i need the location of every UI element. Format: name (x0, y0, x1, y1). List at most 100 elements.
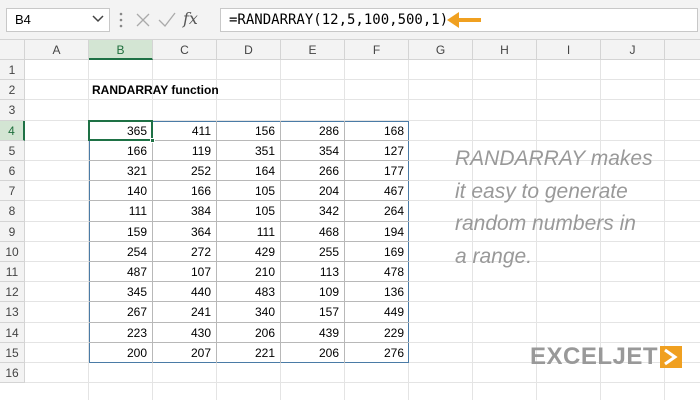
table-background (89, 120, 409, 363)
table-cell: 136 (345, 282, 409, 303)
dropdown-icon[interactable] (92, 14, 104, 24)
table-cell: 483 (217, 282, 281, 303)
table-cell: 207 (153, 342, 217, 363)
column-header: I (537, 40, 601, 60)
table-cell: 342 (281, 201, 345, 222)
fx-button[interactable]: fx (183, 9, 198, 28)
table-cell: 478 (345, 262, 409, 283)
table-cell: 429 (217, 241, 281, 262)
col-line (536, 60, 537, 400)
column-header: A (25, 40, 89, 60)
column-header: E (281, 40, 345, 60)
table-cell: 206 (281, 342, 345, 363)
row-header: 9 (0, 221, 25, 242)
table-cell: 487 (89, 262, 153, 283)
table-cell: 467 (345, 181, 409, 202)
table-cell: 194 (345, 222, 409, 242)
note-line: RANDARRAY makes (455, 147, 653, 170)
table-cell: 384 (153, 201, 217, 222)
table-cell: 439 (281, 322, 345, 343)
selected-cell (88, 119, 153, 141)
row-header: 1 (0, 60, 25, 81)
row-header: 15 (0, 342, 25, 363)
row-header: 4 (0, 120, 25, 141)
table-cell: 255 (281, 241, 345, 262)
row-header: 2 (0, 80, 25, 101)
col-line (88, 60, 89, 400)
table-cell: 111 (89, 201, 153, 222)
table-cell: 241 (153, 302, 217, 323)
table-cell: 166 (89, 140, 153, 161)
table-cell: 252 (153, 161, 217, 182)
formula-bar: B4 fx =RANDARRAY(12,5,100,500,1) (0, 0, 700, 40)
table-cell: 206 (217, 322, 281, 343)
row-line (25, 382, 700, 384)
logo-icon (660, 346, 682, 368)
table-cell: 119 (153, 140, 217, 161)
column-header: D (217, 40, 281, 60)
fill-handle (150, 137, 155, 143)
column-header: F (345, 40, 409, 60)
table-cell: 204 (281, 181, 345, 202)
table-cell: 267 (89, 302, 153, 323)
table-cell: 364 (153, 221, 217, 242)
row-header: 6 (0, 161, 25, 182)
table-cell: 411 (153, 120, 217, 141)
name-box[interactable]: B4 (6, 8, 110, 32)
table-cell: 127 (345, 141, 409, 161)
table-cell: 266 (281, 161, 345, 182)
table-cell: 468 (281, 221, 345, 242)
sheet-grid: A B C D E F G H I J 1 2 3 4 5 6 7 8 9 10 11 12 13 14 15 16 RANDARR… (0, 40, 700, 400)
row-header: 12 (0, 282, 25, 303)
table-cell: 449 (345, 302, 409, 323)
column-header: J (601, 40, 665, 60)
sheet-title: RANDARRAY function (92, 83, 219, 98)
row-header: 13 (0, 302, 25, 323)
table-cell: 169 (345, 242, 409, 262)
row-header: 11 (0, 262, 25, 283)
table-cell: 164 (217, 161, 281, 182)
table-cell: 440 (153, 282, 217, 303)
table-cell: 229 (345, 323, 409, 343)
row-line (25, 79, 700, 81)
corner (0, 40, 25, 60)
row-header: 14 (0, 322, 25, 343)
row-line (25, 99, 700, 101)
table-cell: 351 (217, 140, 281, 161)
table-cell: 210 (217, 262, 281, 283)
table-cell: 107 (153, 262, 217, 283)
col-line (600, 60, 601, 400)
note-line: it easy to generate (455, 179, 628, 203)
row-header: 3 (0, 100, 25, 121)
col-line (472, 60, 473, 400)
table-cell: 200 (89, 342, 153, 363)
table-cell: 159 (89, 221, 153, 242)
row-line (25, 119, 700, 121)
table-cell: 430 (153, 322, 217, 343)
col-line (664, 60, 665, 400)
table-cell: 276 (383, 345, 404, 360)
table-cell: 168 (345, 121, 409, 141)
table-cell: 223 (89, 322, 153, 343)
table-cell: 105 (217, 181, 281, 202)
table-cell: 254 (89, 241, 153, 262)
table-cell: 354 (281, 140, 345, 161)
arrow (447, 12, 481, 28)
note-line: random numbers in (455, 212, 636, 235)
column-header: H (473, 40, 537, 60)
table-cell: 157 (281, 302, 345, 323)
row-header: 16 (0, 363, 25, 384)
table-cell: 340 (217, 302, 281, 323)
note: RANDARRAY makes it easy to generate random… (455, 143, 653, 273)
note-line: a range. (455, 244, 533, 268)
table-cell: 286 (281, 120, 345, 141)
column-header (665, 40, 700, 60)
table-cell: 140 (89, 181, 153, 202)
row-header: 10 (0, 241, 25, 262)
table-cell: 264 (345, 201, 409, 222)
table-cell: 345 (89, 282, 153, 303)
table-cell: 111 (217, 221, 281, 242)
row-header: 5 (0, 140, 25, 161)
table-cell: 156 (217, 120, 281, 141)
